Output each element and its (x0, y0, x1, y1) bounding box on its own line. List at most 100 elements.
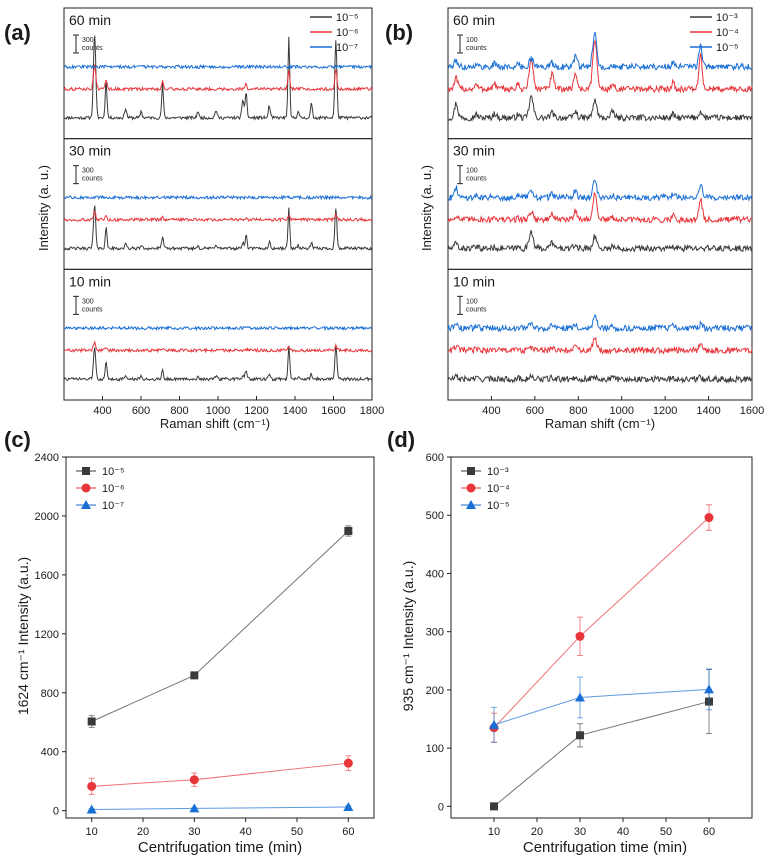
panel-label-c: (c) (4, 427, 31, 452)
spectrum-line (63, 194, 373, 201)
data-point-circle (87, 781, 97, 791)
scale-bar-unit: counts (466, 45, 487, 52)
spectrum-line (447, 372, 753, 384)
series-line (91, 530, 349, 722)
data-point-triangle (86, 804, 97, 814)
data-point-circle (466, 483, 476, 493)
spectrum-line (447, 192, 753, 225)
x-tick-label: 50 (660, 826, 672, 838)
y-tick-label: 0 (438, 801, 444, 813)
x-tick-label: 1400 (696, 405, 720, 417)
data-point-circle (81, 483, 91, 493)
data-point-triangle (704, 684, 714, 694)
data-point-triangle (466, 500, 476, 509)
scale-bar-value: 100 (466, 298, 478, 305)
x-tick-label: 10 (86, 826, 98, 838)
x-tick-label: 1800 (360, 405, 384, 417)
y-tick-label: 2000 (35, 511, 59, 523)
legend-label: 10⁻⁷ (102, 500, 124, 512)
data-point-square (490, 802, 498, 811)
intensity-plot-d: 10 20 30 40 50 60010020030040050060010⁻³10⁻⁴1… (426, 452, 753, 838)
legend-label: 10⁻³ (716, 12, 738, 24)
subpanel-time-label: 10 min (453, 273, 495, 289)
subpanel-time-label: 60 min (69, 12, 111, 28)
xlabel-a: Raman shift (cm⁻¹) (160, 416, 270, 431)
scale-bar-unit: counts (466, 176, 487, 183)
legend-label: 10⁻⁴ (487, 483, 510, 495)
spectrum-line (63, 345, 373, 383)
scale-bar-unit: counts (82, 45, 103, 52)
data-point-circle (343, 758, 353, 768)
spectrum-line (447, 313, 753, 333)
y-tick-label: 0 (53, 806, 59, 818)
x-tick-label: 20 (137, 826, 149, 838)
ylabel-d: 935 cm⁻¹ Intensity (a.u.) (400, 561, 416, 712)
scale-bar-value: 300 (82, 298, 94, 305)
legend-label: 10⁻⁵ (487, 500, 510, 512)
panel-label-d: (d) (387, 427, 415, 452)
y-tick-label: 1200 (35, 629, 59, 641)
data-point-square (576, 731, 584, 740)
x-tick-label: 1200 (653, 405, 677, 417)
x-tick-label: 20 (531, 826, 543, 838)
spectrum-line (447, 179, 753, 203)
x-tick-label: 1600 (740, 405, 764, 417)
series-line (493, 701, 710, 807)
y-tick-label: 2400 (35, 452, 59, 464)
series-line (91, 806, 349, 810)
x-tick-label: 800 (569, 405, 587, 417)
legend-label: 10⁻⁶ (336, 27, 359, 39)
y-tick-label: 100 (426, 743, 444, 755)
x-tick-label: 1000 (609, 405, 633, 417)
data-point-circle (189, 775, 199, 785)
plot-frame (450, 456, 753, 819)
data-point-square (82, 467, 90, 475)
x-tick-label: 50 (291, 826, 303, 838)
subpanel-time-label: 60 min (453, 12, 495, 28)
x-tick-label: 600 (526, 405, 544, 417)
x-tick-label: 400 (93, 405, 111, 417)
spectrum-line (447, 31, 752, 72)
y-tick-label: 1600 (35, 570, 59, 582)
subpanel-frame (447, 268, 753, 401)
ylabel-b: Intensity (a. u.) (419, 165, 434, 251)
spectrum-line (63, 64, 373, 93)
spectrum-line (447, 336, 753, 355)
scale-bar-value: 100 (466, 37, 478, 44)
spectrum-line (447, 39, 753, 94)
data-point-square (467, 467, 475, 475)
series-line (91, 762, 349, 787)
legend-label: 10⁻⁵ (102, 466, 125, 478)
x-tick-label: 600 (132, 405, 150, 417)
x-tick-label: 1200 (244, 405, 268, 417)
legend-label: 10⁻⁵ (716, 42, 739, 54)
y-tick-label: 200 (426, 685, 444, 697)
subpanel-time-label: 10 min (69, 273, 111, 289)
spectrum-line (63, 35, 373, 121)
panel-label-a: (a) (4, 20, 31, 45)
scale-bar-value: 300 (82, 37, 94, 44)
data-point-triangle (81, 500, 91, 509)
x-tick-label: 1400 (283, 405, 307, 417)
data-point-square (87, 717, 96, 726)
xlabel-d: Centrifugation time (min) (523, 839, 687, 856)
scale-bar-value: 300 (82, 168, 94, 175)
panel-label-b: (b) (385, 20, 413, 45)
data-point-square (190, 671, 199, 680)
data-point-square (344, 526, 353, 535)
legend-label: 10⁻⁷ (336, 42, 358, 54)
spectrum-line (447, 94, 753, 123)
x-tick-label: 30 (188, 826, 200, 838)
ylabel-c: 1624 cm⁻¹ Intensity (a.u.) (15, 557, 31, 715)
legend-label: 10⁻⁵ (336, 12, 359, 24)
y-tick-label: 300 (426, 627, 444, 639)
plot-frame (65, 456, 375, 819)
legend-label: 10⁻³ (487, 466, 509, 478)
y-tick-label: 400 (41, 747, 59, 759)
scale-bar-value: 100 (466, 168, 478, 175)
x-tick-label: 1600 (321, 405, 345, 417)
x-tick-label: 60 (703, 826, 715, 838)
